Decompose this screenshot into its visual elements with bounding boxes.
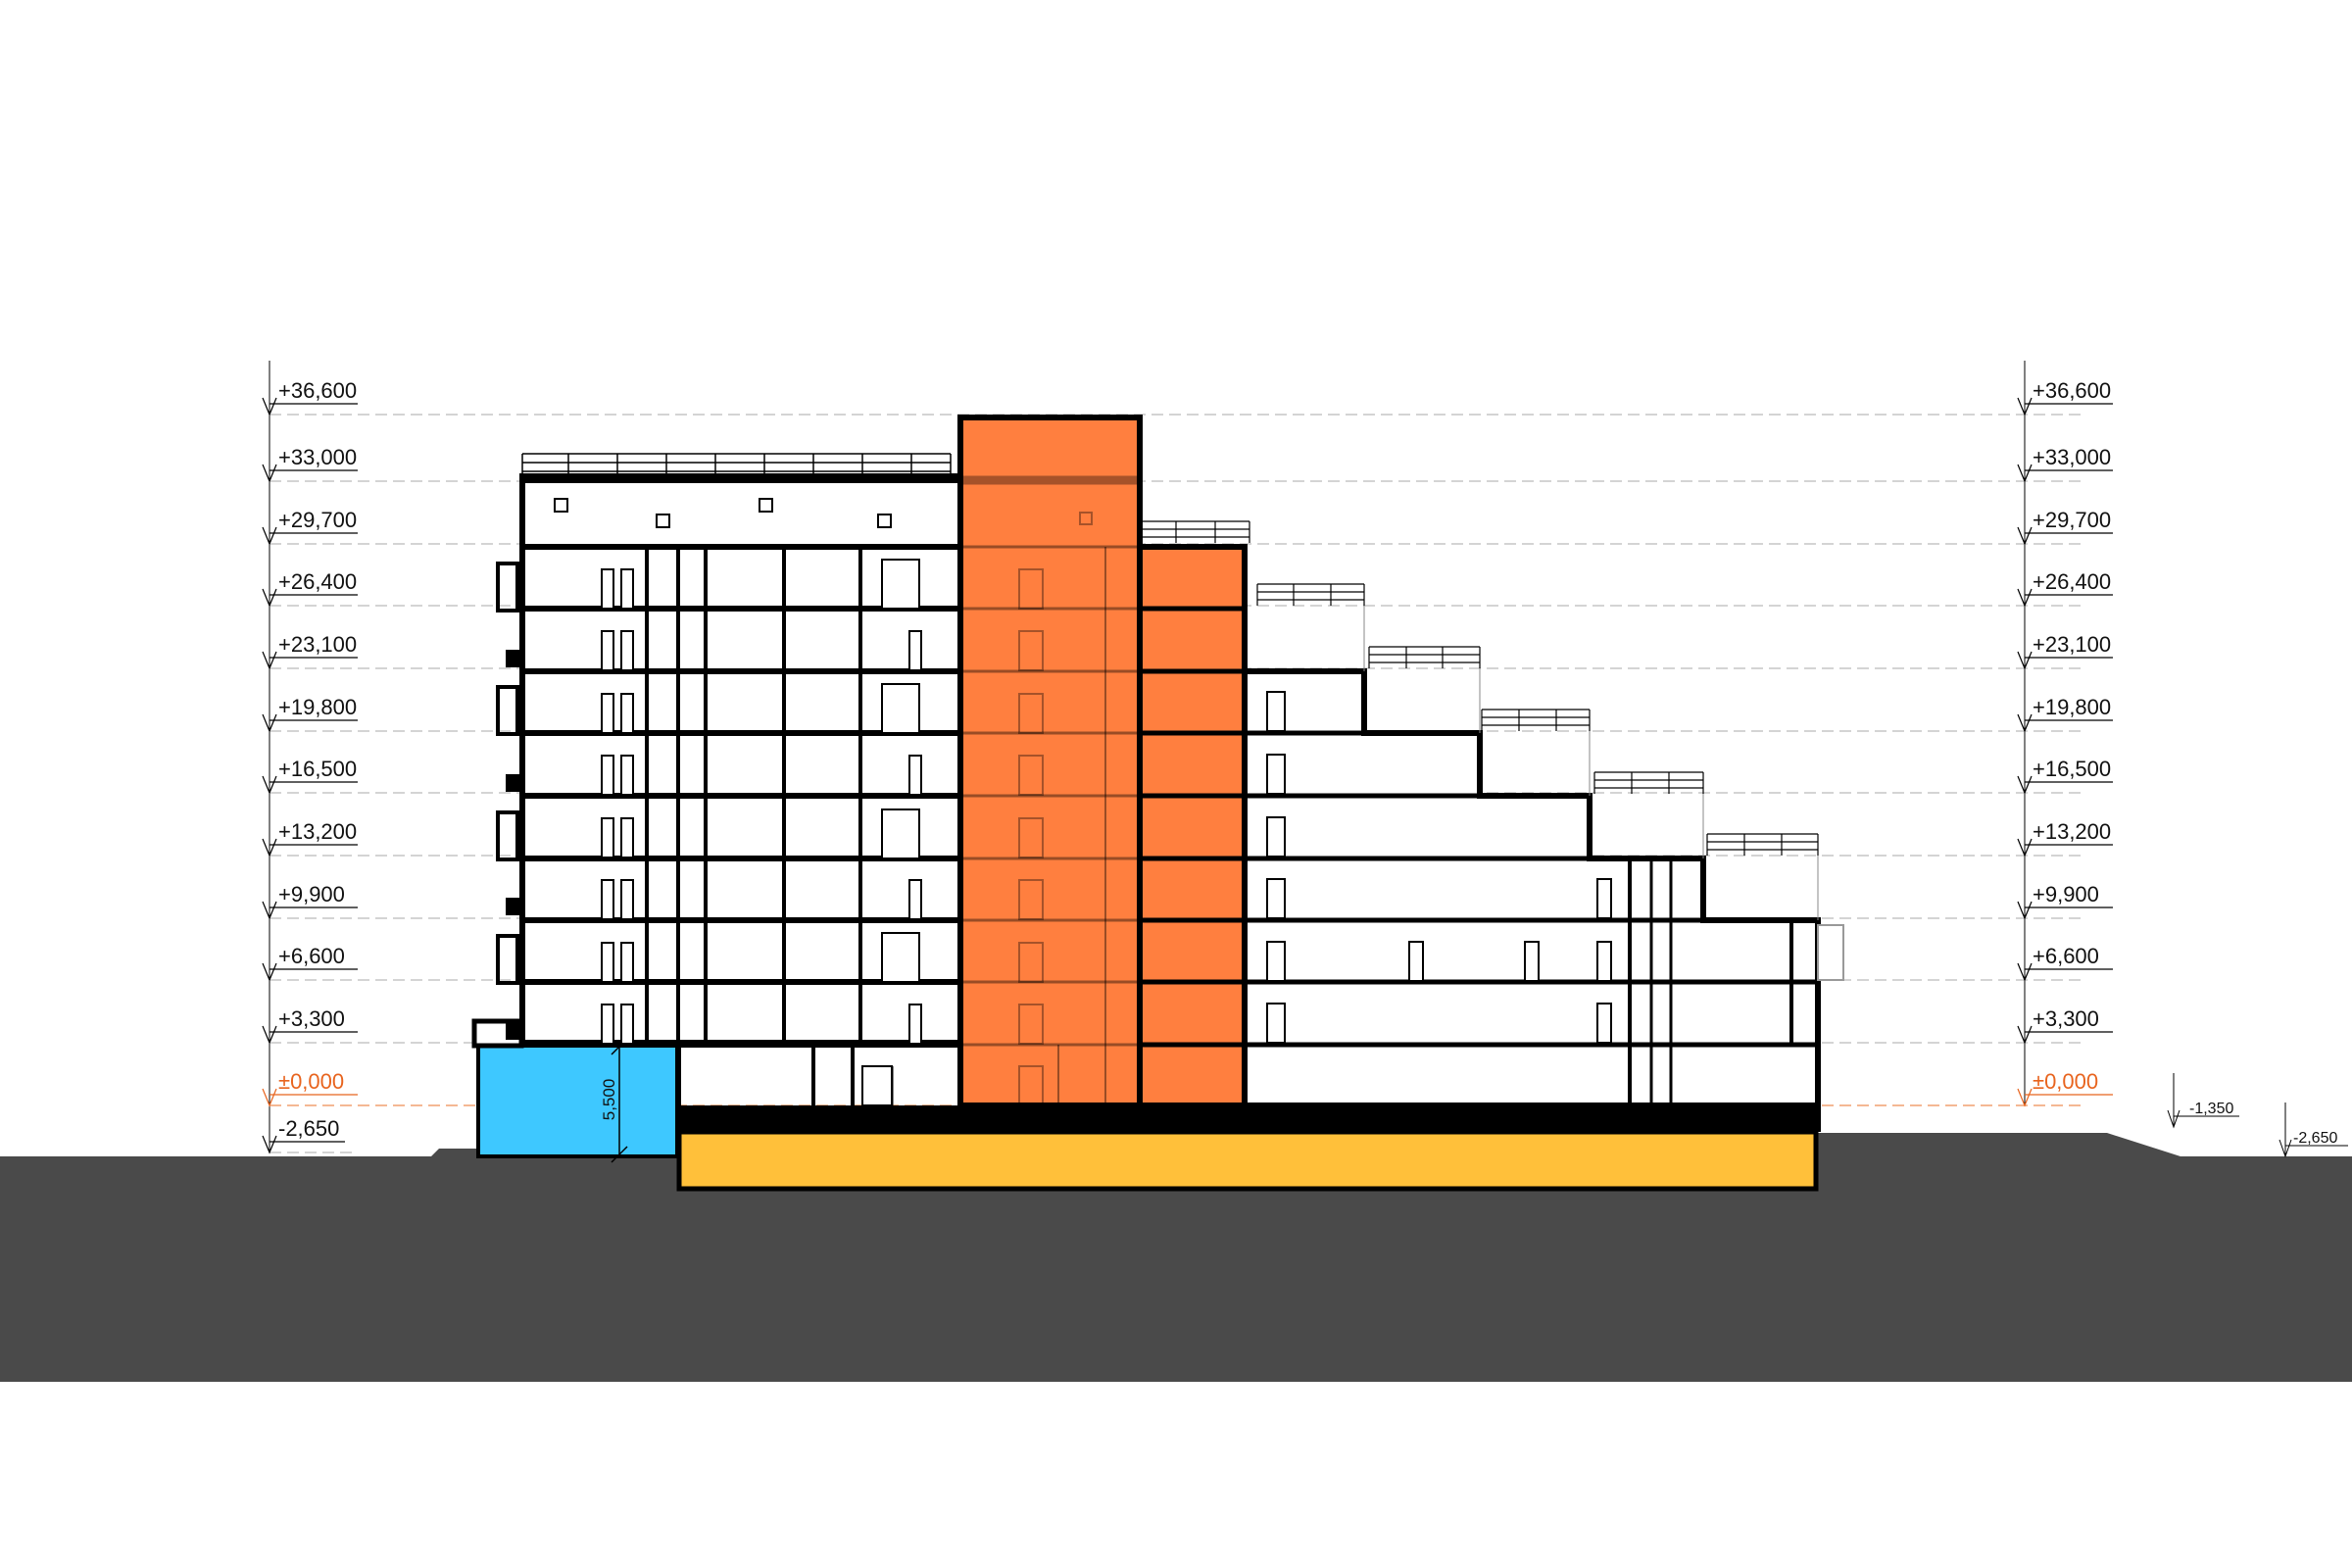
level-label-left-33000: +33,000 xyxy=(278,445,357,469)
terrace-railings xyxy=(1141,520,1819,856)
level-label-left-19800: +19,800 xyxy=(278,695,357,719)
level-label-right-26400: +26,400 xyxy=(2033,569,2111,594)
level-label-left-36600: +36,600 xyxy=(278,378,357,403)
level-label-left-16500: +16,500 xyxy=(278,757,357,781)
site-level-label-m2650: -2,650 xyxy=(2293,1130,2337,1147)
core-annex xyxy=(1137,544,1248,1108)
level-label-right-9900: +9,900 xyxy=(2033,882,2099,906)
level-label-left-6600: +6,600 xyxy=(278,944,345,968)
level-markers-left: +36,600 +33,000 +29,700 +26,400 +23,100 … xyxy=(262,361,358,1154)
west-balconies xyxy=(496,562,524,1040)
ground-slab xyxy=(679,1105,1821,1132)
door-openings-east xyxy=(1266,691,1844,1044)
level-label-left-26400: +26,400 xyxy=(278,569,357,594)
core-door-openings xyxy=(1018,512,1093,1106)
level-label-left-23100: +23,100 xyxy=(278,632,357,657)
level-label-left-m2650: -2,650 xyxy=(278,1116,339,1141)
parking-level xyxy=(676,1129,1819,1192)
ground xyxy=(0,1133,2352,1382)
terraced-block-east xyxy=(1242,668,1821,1108)
level-label-left-13200: +13,200 xyxy=(278,819,357,844)
core-shaft xyxy=(957,415,1143,1108)
level-label-right-13200: +13,200 xyxy=(2033,819,2111,844)
roof-railing-west xyxy=(521,453,952,476)
level-label-right-23100: +23,100 xyxy=(2033,632,2111,657)
level-label-left-3300: +3,300 xyxy=(278,1006,345,1031)
door-openings-west xyxy=(601,559,922,1106)
level-label-left-29700: +29,700 xyxy=(278,508,357,532)
attic-floor xyxy=(519,477,966,550)
level-markers-right: +36,600 +33,000 +29,700 +26,400 +23,100 … xyxy=(2017,361,2113,1107)
core-floor-lines xyxy=(963,475,1245,1105)
level-label-right-29700: +29,700 xyxy=(2033,508,2111,532)
terrace-edge-lines xyxy=(1363,606,1819,920)
level-label-left-0: ±0,000 xyxy=(278,1069,344,1094)
level-label-right-3300: +3,300 xyxy=(2033,1006,2099,1031)
level-label-right-36600: +36,600 xyxy=(2033,378,2111,403)
level-label-right-33000: +33,000 xyxy=(2033,445,2111,469)
pool-volume xyxy=(476,1044,679,1158)
level-label-right-16500: +16,500 xyxy=(2033,757,2111,781)
site-level-label-m1350: -1,350 xyxy=(2189,1101,2233,1117)
site-level-markers: -1,350 -2,650 xyxy=(2167,1073,2348,1158)
level-label-right-0: ±0,000 xyxy=(2033,1069,2098,1094)
pool-depth-label: 5,500 xyxy=(600,1079,618,1121)
level-label-left-9900: +9,900 xyxy=(278,882,345,906)
level-label-right-6600: +6,600 xyxy=(2033,944,2099,968)
level-label-right-19800: +19,800 xyxy=(2033,695,2111,719)
